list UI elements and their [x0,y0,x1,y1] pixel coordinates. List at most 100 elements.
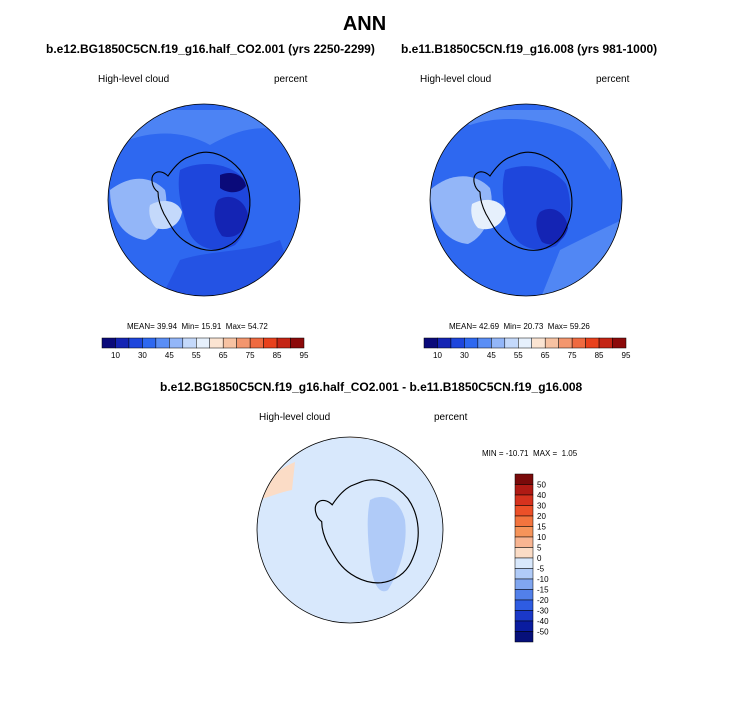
panel2-colorbar-box [491,337,506,349]
diff-colorbar-box [514,505,534,517]
panel2-colorbar-box [558,337,573,349]
diff-max-value: 1.05 [561,449,578,458]
panel1-colorbar-box [290,337,305,349]
panel1-units: percent [274,74,308,85]
diff-colorbar-box [514,515,534,527]
diff-colorbar-box [514,557,534,569]
panel2-colorbar: 10 30 45 55 65 75 85 95 [423,337,631,360]
panel2-map-border [429,103,623,297]
panel1-map-border [107,103,301,297]
panel2-colorbar-box [450,337,465,349]
diff-stats: MIN = -10.71 MAX = 1.05 [482,450,577,458]
panel1-colorbar-tick-label: 45 [165,351,174,360]
diff-colorbar-tick-label: -5 [537,565,545,574]
panel2-contour-west [430,176,492,244]
diff-colorbar-tick-label: 15 [537,523,546,532]
panel1-min-value: 15.91 [201,322,222,331]
diff-colorbar-box [514,589,534,601]
panel2-colorbar-box [518,337,532,349]
main-title: ANN [342,13,387,35]
panel2-colorbar-box [437,337,452,349]
panel1-max-label: Max= [225,322,246,331]
diff-colorbar-box [514,526,534,538]
panel1-colorbar-box [115,337,130,349]
panel1-contour-interior-core [214,196,248,238]
panel2-colorbar-tick-label: 10 [433,351,442,360]
panel1-contour-peninsula [149,200,182,230]
panel1-colorbar-tick-label: 30 [138,351,147,360]
panel2-colorbar-tick-label: 45 [487,351,496,360]
diff-colorbar-box [514,547,534,559]
panel1-colorbar-box [209,337,224,349]
diff-units: percent [434,412,468,423]
panel2-colorbar-box [464,337,479,349]
panel1-colorbar-box [222,337,237,349]
panel1-colorbar-box [182,337,197,349]
diff-colorbar-tick-label: 5 [537,544,542,553]
diff-colorbar-box [514,578,534,590]
diff-colorbar-box [514,484,534,496]
panel2-colorbar-tick-label: 75 [568,351,577,360]
panel2-colorbar-tick-label: 95 [622,351,631,360]
panel1-contour-west [110,178,167,240]
panel2-colorbar-box [531,337,546,349]
panel2-map [429,103,623,297]
panel1-contour-interior-min [220,173,246,193]
panel2-colorbar-box [571,337,586,349]
diff-map-border [256,436,444,624]
panel1-contour-north [108,110,300,150]
panel2-contour-north [430,110,622,170]
diff-colorbar-tick-label: 0 [537,554,542,563]
panel1-map [107,103,301,297]
panel1-variable: High-level cloud [98,74,170,85]
panel2-contour-peninsula [471,199,506,230]
diff-colorbar-tick-label: -15 [537,586,549,595]
panel1-mean-value: 39.94 [157,322,178,331]
panel1-colorbar-box [196,337,210,349]
panel2-colorbar-box [544,337,559,349]
panel2-colorbar-box [504,337,519,349]
panel2-colorbar-box [612,337,627,349]
panel2-units: percent [596,74,630,85]
diff-variable: High-level cloud [259,412,331,423]
diff-colorbar-tick-label: 20 [537,512,546,521]
diff-colorbar-box [514,620,534,632]
panel1-case-title: b.e12.BG1850C5CN.f19_g16.half_CO2.001 (y… [46,42,375,56]
panel1-colorbar-box [128,337,143,349]
diff-contour-interior-negative [367,496,406,592]
panel1-colorbar-box [155,337,170,349]
diff-colorbar-tick-label: -20 [537,596,549,605]
diff-colorbar-tick-label: 10 [537,533,546,542]
panel2-colorbar-tick-label: 65 [541,351,550,360]
panel1-colorbar-tick-label: 65 [219,351,228,360]
diff-colorbar-tick-label: -30 [537,607,549,616]
panel1-colorbar-tick-label: 55 [192,351,201,360]
panel1-colorbar-box [236,337,251,349]
panel1-colorbar: 10 30 45 55 65 75 85 95 [101,337,309,360]
diff-map [256,436,444,624]
panel2-max-label: Max= [547,322,568,331]
panel1-max-value: 54.72 [247,322,268,331]
panel2-colorbar-tick-label: 30 [460,351,469,360]
panel2-colorbar-tick-label: 85 [595,351,604,360]
panel1-colorbar-tick-label: 10 [111,351,120,360]
diff-colorbar-box [514,610,534,622]
panel2-stats: MEAN= 42.69 Min= 20.73 Max= 59.26 [449,323,590,331]
diff-map-background [257,437,443,623]
diff-colorbar-box [514,494,534,506]
panel2-min-label: Min= [503,322,522,331]
panel1-colorbar-tick-label: 95 [300,351,309,360]
diff-colorbar-tick-label: 50 [537,481,546,490]
panel2-colorbar-box [477,337,492,349]
panel2-mean-label: MEAN= [449,322,477,331]
panel2-mean-value: 42.69 [479,322,500,331]
panel1-colorbar-box [276,337,291,349]
panel1-stats: MEAN= 39.94 Min= 15.91 Max= 54.72 [127,323,268,331]
panel1-mean-label: MEAN= [127,322,155,331]
diff-colorbar-box [514,536,534,548]
diff-colorbar-box [514,631,534,643]
panel1-min-label: Min= [181,322,200,331]
